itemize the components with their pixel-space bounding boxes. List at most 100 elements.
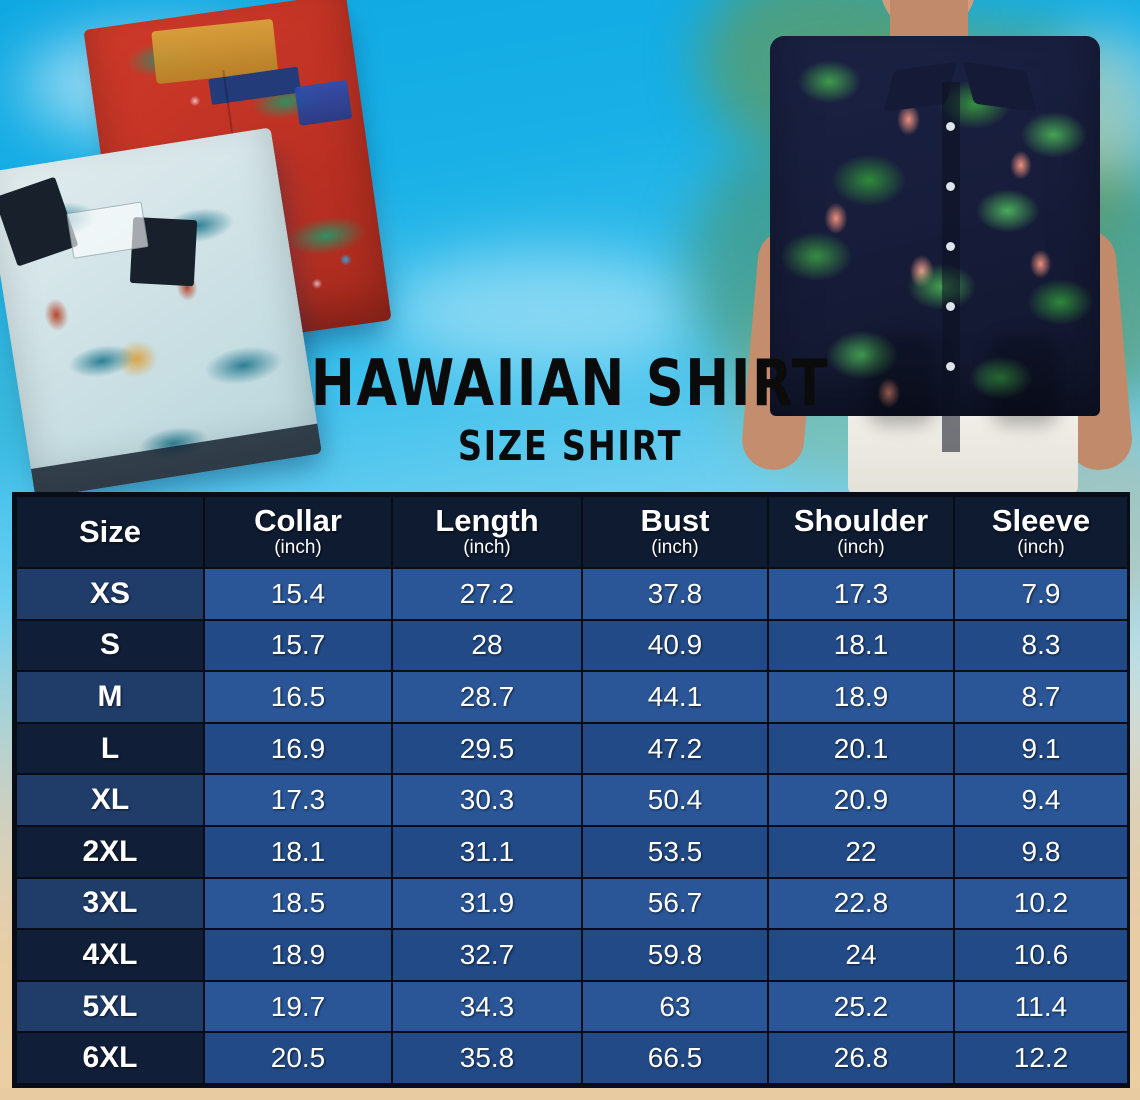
size-chart-table: Size Collar (inch) Length (inch) Bust (i… [15,495,1129,1085]
cell-size: L [15,721,205,776]
header-label: Shoulder [793,502,929,538]
table-row: XS 15.4 27.2 37.8 17.3 7.9 [15,567,1129,621]
column-header-length: Length (inch) [391,495,583,569]
header-label: Length [435,502,539,538]
cell-size: XL [15,773,205,827]
column-header-collar: Collar (inch) [203,495,393,569]
cell-sleeve: 12.2 [953,1031,1129,1085]
header-label: Sleeve [991,502,1091,538]
cell-sleeve: 10.2 [953,876,1129,931]
shirt-button [946,302,955,311]
column-header-shoulder: Shoulder (inch) [767,495,955,569]
cell-shoulder: 17.3 [767,567,955,621]
cell-sleeve: 10.6 [953,928,1129,982]
table-row: 2XL 18.1 31.1 53.5 22 9.8 [15,824,1129,879]
cell-size: XS [15,567,205,621]
cell-length: 28.7 [391,670,583,724]
shirt-button-placket [942,82,960,452]
cell-sleeve: 11.4 [953,979,1129,1034]
cell-sleeve: 7.9 [953,567,1129,621]
cell-size: 5XL [15,979,205,1034]
cell-collar: 18.9 [203,928,393,982]
cell-sleeve: 9.8 [953,824,1129,879]
cell-size: 2XL [15,824,205,879]
cell-length: 31.9 [391,876,583,931]
cell-collar: 20.5 [203,1031,393,1085]
header-unit: (inch) [1017,537,1065,559]
cell-shoulder: 20.9 [767,773,955,827]
table-row: 3XL 18.5 31.9 56.7 22.8 10.2 [15,876,1129,931]
cell-bust: 53.5 [581,824,769,879]
table-header: Size Collar (inch) Length (inch) Bust (i… [15,495,1129,569]
cell-length: 32.7 [391,928,583,982]
cell-bust: 40.9 [581,618,769,673]
cell-size: M [15,670,205,724]
blue-hawaiian-shirt [0,127,323,499]
cell-length: 28 [391,618,583,673]
cell-sleeve: 8.7 [953,670,1129,724]
table-row: XL 17.3 30.3 50.4 20.9 9.4 [15,773,1129,827]
table-row: 5XL 19.7 34.3 63 25.2 11.4 [15,979,1129,1034]
cell-bust: 47.2 [581,721,769,776]
navy-flamingo-hawaiian-shirt [770,36,1100,452]
cell-length: 34.3 [391,979,583,1034]
shirt-pocket-shadow [866,336,936,426]
cell-size: 4XL [15,928,205,982]
header-label: Collar [254,502,342,538]
table-row: 4XL 18.9 32.7 59.8 24 10.6 [15,928,1129,982]
folded-shirts-photo [0,0,400,508]
cell-length: 35.8 [391,1031,583,1085]
cell-length: 31.1 [391,824,583,879]
table-row: L 16.9 29.5 47.2 20.1 9.1 [15,721,1129,776]
header-label: Bust [640,502,710,538]
header-label: Size [78,513,142,549]
table-body: XS 15.4 27.2 37.8 17.3 7.9 S 15.7 28 40.9 18.1 8.3 M… [15,567,1129,1085]
header-unit: (inch) [274,537,322,559]
cell-size: 6XL [15,1031,205,1085]
cell-collar: 18.5 [203,876,393,931]
cell-sleeve: 8.3 [953,618,1129,673]
shirt-button [946,362,955,371]
cell-shoulder: 25.2 [767,979,955,1034]
shirt-button [946,242,955,251]
cell-shoulder: 18.9 [767,670,955,724]
table-row: S 15.7 28 40.9 18.1 8.3 [15,618,1129,673]
column-header-size: Size [15,495,205,569]
cell-size: 3XL [15,876,205,931]
shirt-button [946,122,955,131]
table-row: 6XL 20.5 35.8 66.5 26.8 12.2 [15,1031,1129,1085]
cell-sleeve: 9.4 [953,773,1129,827]
size-chart-table-wrapper: Size Collar (inch) Length (inch) Bust (i… [12,492,1130,1088]
cell-length: 30.3 [391,773,583,827]
cell-collar: 16.9 [203,721,393,776]
header-unit: (inch) [651,537,699,559]
header-unit: (inch) [837,537,885,559]
shirt-collar-right [963,62,1037,112]
cell-length: 27.2 [391,567,583,621]
cell-shoulder: 26.8 [767,1031,955,1085]
model-photo [730,0,1140,493]
cell-bust: 59.8 [581,928,769,982]
column-header-bust: Bust (inch) [581,495,769,569]
cell-bust: 63 [581,979,769,1034]
cell-collar: 17.3 [203,773,393,827]
cell-shoulder: 20.1 [767,721,955,776]
cell-size: S [15,618,205,673]
cell-shoulder: 22 [767,824,955,879]
cell-bust: 66.5 [581,1031,769,1085]
cell-length: 29.5 [391,721,583,776]
cell-shoulder: 22.8 [767,876,955,931]
cell-collar: 19.7 [203,979,393,1034]
header-unit: (inch) [463,537,511,559]
cell-bust: 50.4 [581,773,769,827]
shirt-pocket-shadow [990,336,1060,426]
shirt-sleeve-tag [294,79,353,127]
table-row: M 16.5 28.7 44.1 18.9 8.7 [15,670,1129,724]
cell-collar: 15.7 [203,618,393,673]
cloud-shape [380,250,700,370]
shirt-collar [0,176,78,267]
sand-strip [0,1088,1140,1100]
cell-collar: 15.4 [203,567,393,621]
cell-bust: 56.7 [581,876,769,931]
